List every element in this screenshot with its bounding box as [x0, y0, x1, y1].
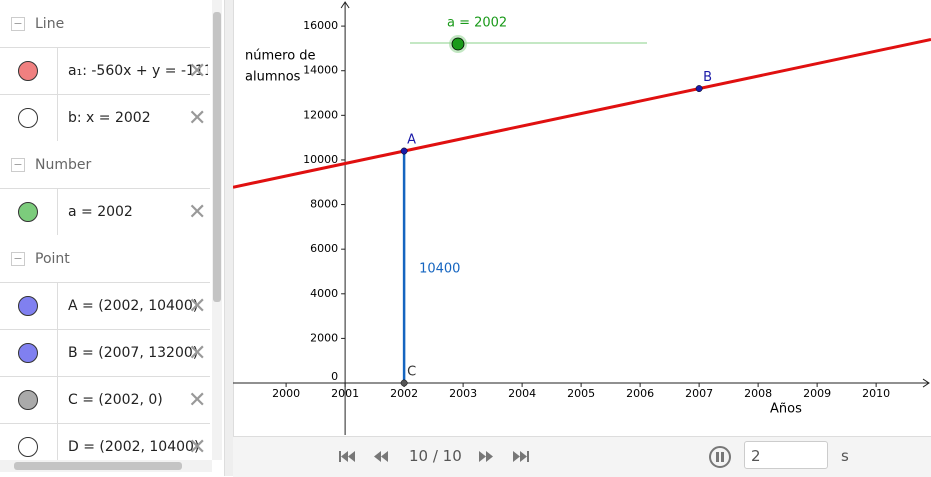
slider-handle[interactable] — [451, 37, 465, 51]
splitter[interactable] — [224, 0, 234, 476]
x-tick-label: 2000 — [272, 387, 300, 400]
item-text[interactable]: b: x = 2002 — [68, 110, 151, 126]
visibility-toggle[interactable] — [18, 61, 38, 81]
x-tick-label: 2009 — [803, 387, 831, 400]
y-axis-label: alumnos — [245, 70, 301, 85]
speed-input[interactable]: 2 — [744, 441, 828, 469]
item-text[interactable]: C = (2002, 0) — [68, 392, 163, 408]
item-text[interactable]: a = 2002 — [68, 204, 133, 220]
delete-button[interactable]: ✕ — [188, 105, 207, 131]
group-header: − Number — [0, 141, 210, 188]
y-tick-label: 16000 — [303, 19, 338, 32]
item-text[interactable]: a₁: -560x + y = -111 — [68, 63, 208, 79]
point-label: C — [407, 365, 416, 380]
x-tick-label: 2007 — [685, 387, 713, 400]
y-axis-label: número de — [245, 49, 316, 64]
x-tick-label: 2010 — [862, 387, 890, 400]
visibility-toggle[interactable] — [18, 343, 38, 363]
x-tick-label: 2004 — [508, 387, 536, 400]
pause-button[interactable] — [709, 446, 731, 468]
segment-label: 10400 — [419, 262, 460, 277]
y-tick-label: 2000 — [310, 331, 338, 344]
y-tick-label: 4000 — [310, 287, 338, 300]
x-tick-label: 2002 — [390, 387, 418, 400]
delete-button[interactable]: ✕ — [188, 434, 207, 460]
y-tick-label: 12000 — [303, 108, 338, 121]
algebra-item: a₁: -560x + y = -111 ✕ — [0, 47, 210, 94]
algebra-item: a = 2002 ✕ — [0, 188, 210, 235]
visibility-toggle[interactable] — [18, 437, 38, 457]
algebra-item: C = (2002, 0) ✕ — [0, 376, 210, 423]
visibility-toggle[interactable] — [18, 108, 38, 128]
divider — [57, 95, 58, 141]
x-tick-label: 2008 — [744, 387, 772, 400]
item-text[interactable]: D = (2002, 10400) — [68, 439, 200, 455]
group-header: − Line — [0, 0, 210, 47]
collapse-toggle[interactable]: − — [11, 157, 25, 172]
frame-counter: 10 / 10 — [409, 447, 462, 465]
algebra-item: A = (2002, 10400) ✕ — [0, 282, 210, 329]
y-tick-label: 6000 — [310, 242, 338, 255]
algebra-view: − Line a₁: -560x + y = -111 ✕ b: x = 2002 ✕ − N… — [0, 0, 210, 460]
point — [400, 147, 408, 155]
divider — [57, 424, 58, 460]
x-axis-label: Años — [770, 402, 802, 417]
vertical-scrollbar[interactable] — [212, 0, 222, 460]
point-label: A — [407, 133, 416, 148]
x-tick-label: 2005 — [567, 387, 595, 400]
y-tick-label: 14000 — [303, 64, 338, 77]
visibility-toggle[interactable] — [18, 296, 38, 316]
line-a1 — [233, 37, 931, 189]
algebra-item: B = (2007, 13200) ✕ — [0, 329, 210, 376]
x-tick-label: 2006 — [626, 387, 654, 400]
x-tick-label: 2003 — [449, 387, 477, 400]
graphics-view: 2000 2001 2002 2003 2004 2005 2006 2007 2008 2009… — [233, 1, 931, 435]
y-axis-arrow — [340, 1, 350, 9]
algebra-item: b: x = 2002 ✕ — [0, 94, 210, 141]
collapse-toggle[interactable]: − — [11, 16, 25, 31]
divider — [57, 330, 58, 376]
group-title: Number — [35, 156, 92, 173]
divider — [57, 189, 58, 235]
point-label: B — [703, 70, 712, 85]
divider — [57, 283, 58, 329]
x-axis-arrow — [922, 378, 930, 388]
group-title: Point — [35, 250, 70, 267]
point — [400, 379, 408, 387]
delete-button[interactable]: ✕ — [188, 58, 207, 84]
horizontal-scrollbar[interactable] — [0, 460, 212, 472]
item-text[interactable]: A = (2002, 10400) — [68, 298, 199, 314]
playback-icons — [339, 446, 731, 468]
visibility-toggle[interactable] — [18, 202, 38, 222]
divider — [57, 48, 58, 94]
group-title: Line — [35, 15, 65, 32]
delete-button[interactable]: ✕ — [188, 387, 207, 413]
point — [695, 85, 703, 93]
delete-button[interactable]: ✕ — [188, 293, 207, 319]
divider — [57, 377, 58, 423]
y-tick-label: 10000 — [303, 153, 338, 166]
delete-button[interactable]: ✕ — [188, 340, 207, 366]
visibility-toggle[interactable] — [18, 390, 38, 410]
speed-unit: s — [841, 447, 849, 465]
previous-button[interactable] — [374, 451, 388, 462]
algebra-item: D = (2002, 10400) ✕ — [0, 423, 210, 460]
x-tick-label: 2001 — [331, 387, 359, 400]
first-button[interactable] — [339, 451, 355, 462]
item-text[interactable]: B = (2007, 13200) — [68, 345, 199, 361]
last-button[interactable] — [513, 451, 529, 462]
y-tick-label: 0 — [331, 370, 338, 383]
animation-bar: 10 / 10 2 s — [233, 436, 931, 477]
slider-label: a = 2002 — [447, 16, 507, 31]
collapse-toggle[interactable]: − — [11, 251, 25, 266]
y-tick-label: 8000 — [310, 198, 338, 211]
group-header: − Point — [0, 235, 210, 282]
delete-button[interactable]: ✕ — [188, 199, 207, 225]
next-button[interactable] — [479, 451, 493, 462]
